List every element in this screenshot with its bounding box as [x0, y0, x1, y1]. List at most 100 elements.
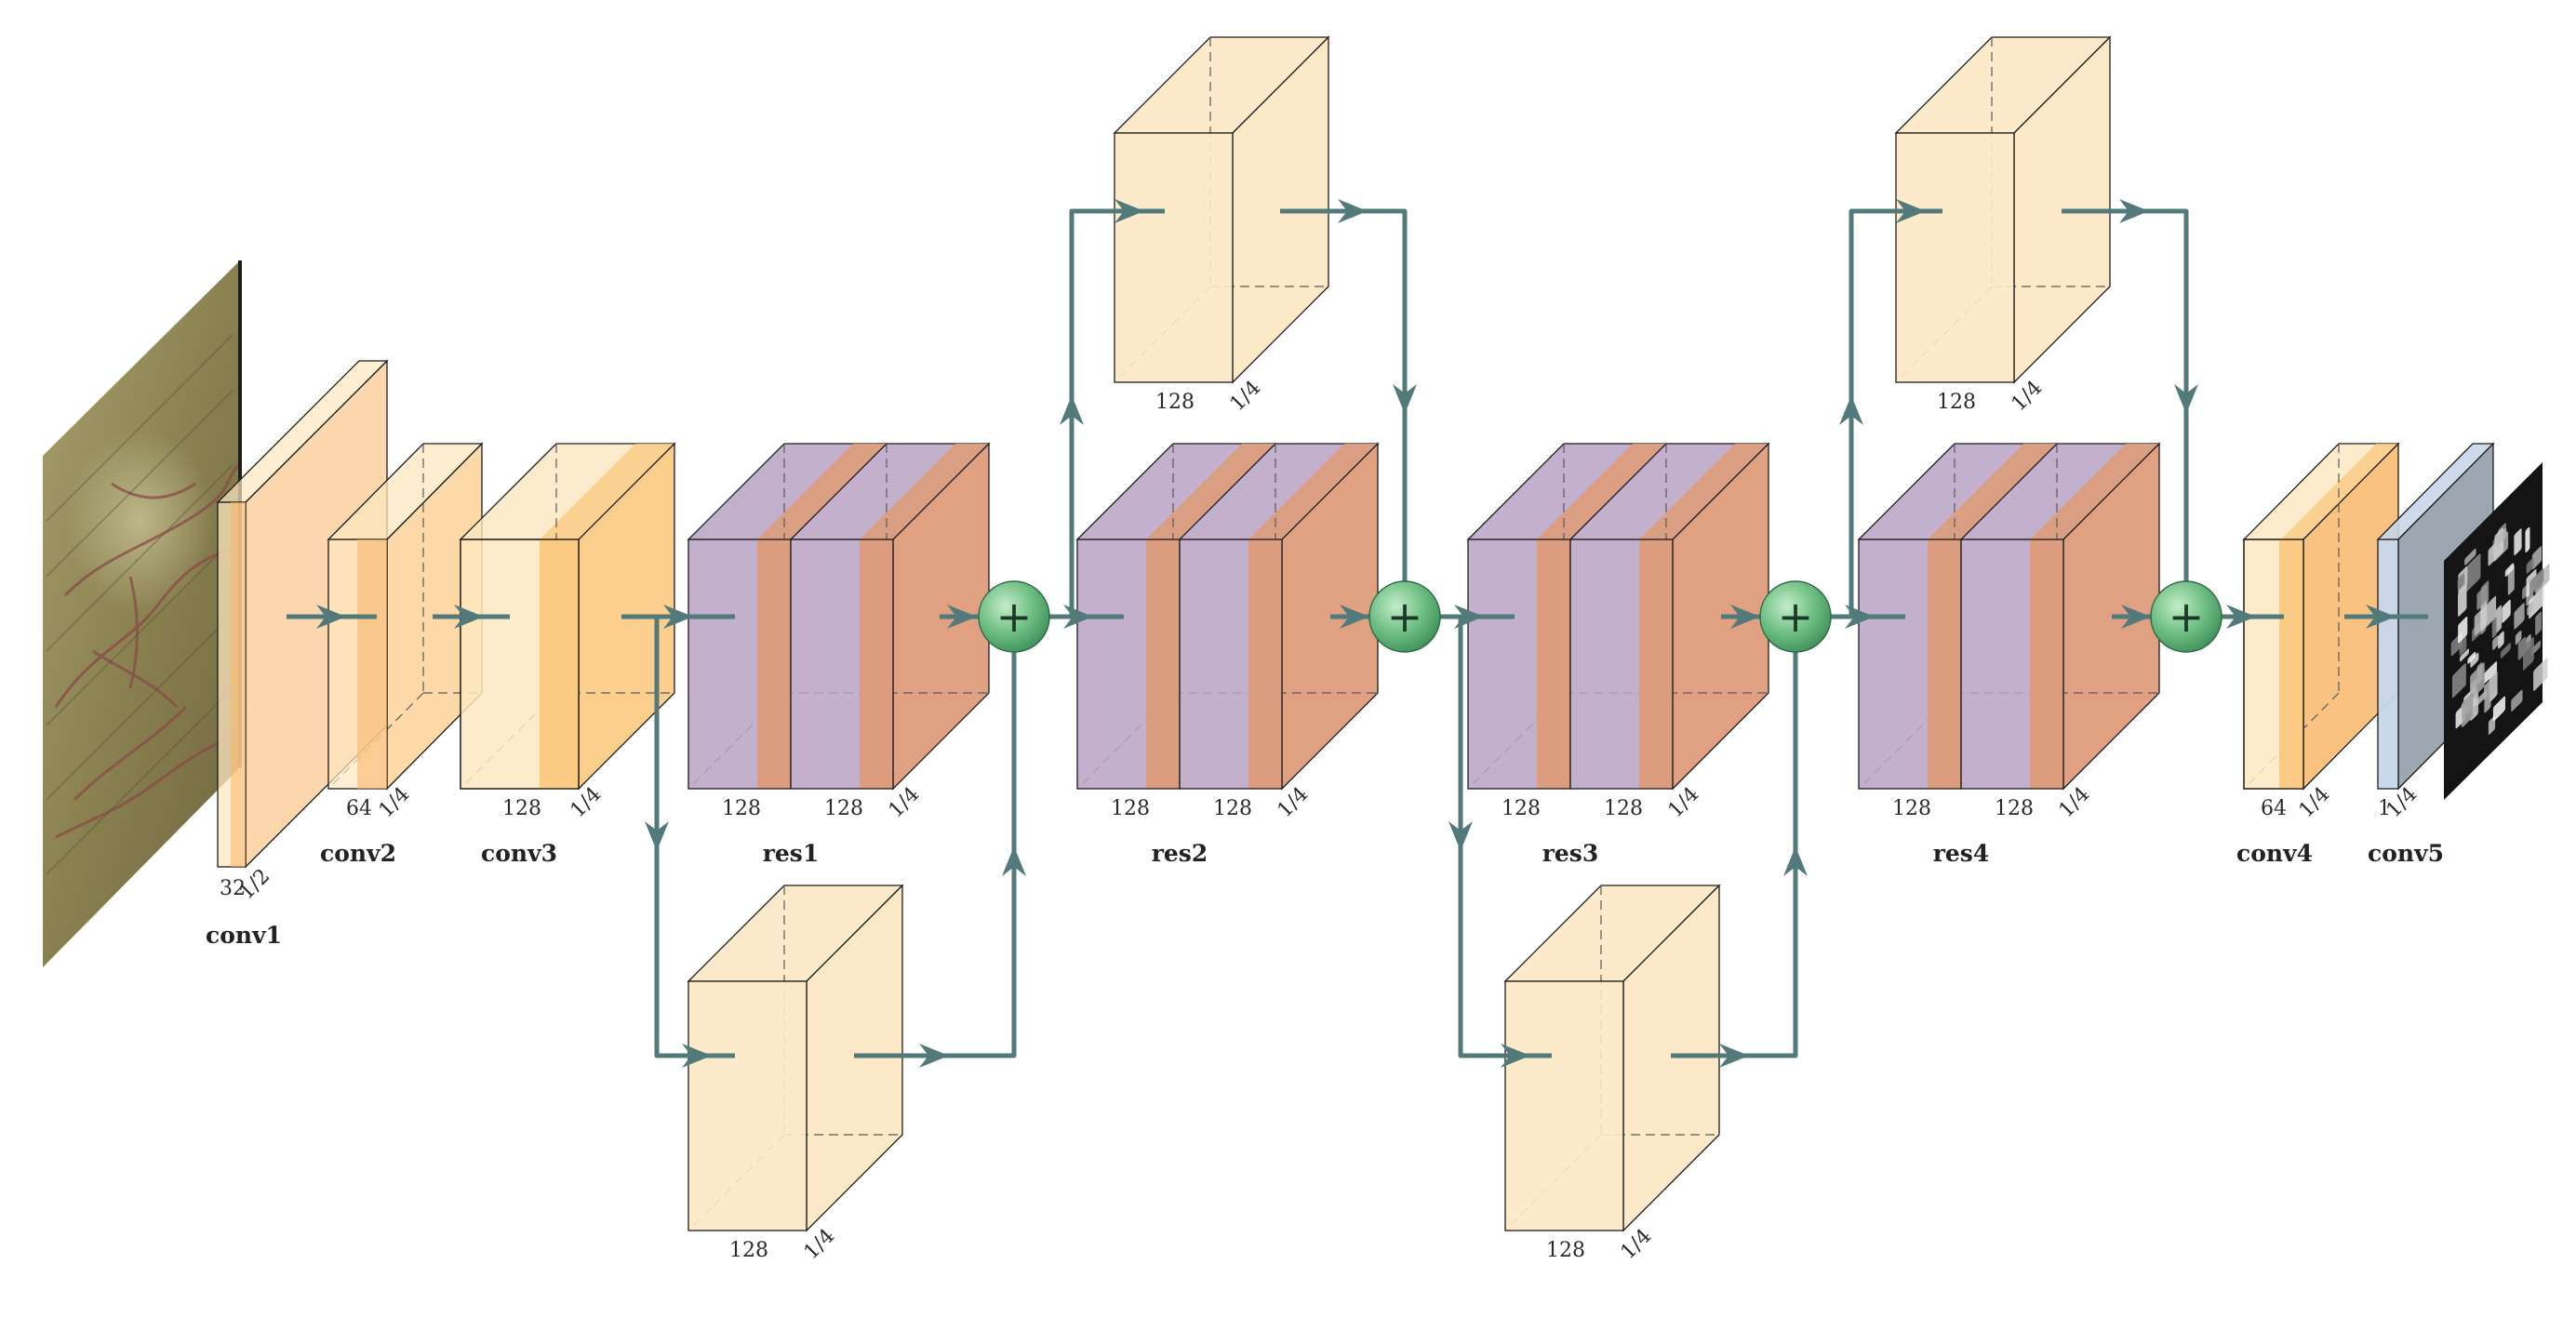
branch-b2-channels: 128 — [1155, 391, 1195, 414]
sum-circle — [1759, 580, 1832, 653]
res2-channels-a: 128 — [1111, 797, 1150, 820]
sum-symbol: + — [1387, 592, 1423, 642]
arrowhead — [454, 605, 484, 629]
branch-front-face — [1504, 980, 1624, 1231]
output-blob — [2458, 616, 2468, 644]
arrowhead — [645, 821, 669, 851]
arrowhead — [1730, 605, 1760, 629]
output-blob — [2488, 535, 2504, 566]
res1-channels-a: 128 — [722, 797, 761, 820]
res3-front-outline — [1569, 539, 1674, 790]
output-blob — [2511, 689, 2523, 712]
output-blob — [2529, 586, 2545, 619]
res1-top-stripe — [757, 444, 887, 539]
arrowhead — [1338, 199, 1368, 223]
arrowhead — [919, 1044, 949, 1068]
output-blob — [2458, 585, 2467, 617]
res3-top-stripe — [1639, 444, 1768, 539]
res2-top-stripe — [1248, 444, 1378, 539]
output-blob — [2531, 546, 2543, 570]
arrowhead — [1839, 395, 1863, 425]
sum-symbol: + — [1778, 592, 1814, 642]
sum-circle — [978, 580, 1050, 653]
arrowhead — [663, 605, 693, 629]
output-blob — [2523, 636, 2534, 671]
output-feature-blobs — [2450, 523, 2550, 735]
output-blob — [2498, 631, 2504, 649]
res4-front-outline — [1960, 539, 2064, 790]
output-blob — [2526, 557, 2534, 574]
output-blob — [2496, 527, 2507, 545]
branch-b3-channels: 128 — [1546, 1239, 1585, 1262]
arrowhead — [1002, 846, 1026, 876]
res4-top-stripe — [2030, 444, 2159, 539]
output-blob — [2529, 568, 2544, 595]
output-blob — [2465, 553, 2481, 592]
connector-line — [2062, 208, 2189, 595]
connector-line — [1280, 208, 1408, 595]
sum-circle — [1368, 580, 1441, 653]
conv5-channels: 1 — [2378, 797, 2391, 820]
res1-front-outline — [790, 539, 894, 790]
output-blob — [2535, 611, 2542, 635]
res3-label: res3 — [1542, 840, 1599, 867]
output-blob — [2460, 648, 2470, 662]
sum-nodes: + + + + — [978, 580, 2222, 653]
output-blob — [2474, 610, 2482, 636]
output-blob — [2484, 673, 2498, 701]
output-blob — [2514, 603, 2525, 630]
arrowhead — [316, 605, 346, 629]
output-blob — [2500, 643, 2511, 659]
conv2-channels: 64 — [346, 797, 372, 820]
arrowhead — [2226, 605, 2256, 629]
arrowhead — [1783, 846, 1808, 876]
arrowhead — [1448, 821, 1473, 851]
res2-label: res2 — [1152, 840, 1208, 867]
branch-b4-channels: 128 — [1937, 391, 1976, 414]
output-blob — [2451, 663, 2466, 699]
arrowhead — [2366, 605, 2396, 629]
arrowhead — [1896, 199, 1926, 223]
res3-channels-b: 128 — [1604, 797, 1643, 820]
arrowheads — [316, 199, 2396, 1068]
arrowhead — [1719, 1044, 1749, 1068]
res1-label: res1 — [763, 840, 820, 867]
res1-front-stripe — [860, 539, 893, 789]
output-blob — [2527, 603, 2533, 616]
output-blob — [2480, 595, 2497, 632]
res1-front-stripe — [757, 539, 791, 789]
sum-circle — [2150, 580, 2222, 653]
res3-top-stripe — [1537, 444, 1666, 539]
res4-front-stripe — [1928, 539, 1961, 789]
res2-front-stripe — [1248, 539, 1282, 789]
output-blob — [2459, 636, 2467, 656]
sum-node-2: + — [1368, 580, 1441, 653]
arrowhead — [1114, 199, 1144, 223]
conv5-label: conv5 — [2368, 840, 2444, 867]
arrowhead — [1501, 1044, 1530, 1068]
sum-symbol: + — [996, 592, 1033, 642]
res2-channels-b: 128 — [1213, 797, 1252, 820]
res4-channels-b: 128 — [1995, 797, 2034, 820]
arrowhead — [947, 605, 977, 629]
output-blob — [2515, 630, 2522, 645]
conv1-label: conv1 — [206, 922, 282, 949]
branch-b2-block: 128 1/4 — [1113, 35, 1330, 416]
sum-node-1: + — [978, 580, 1050, 653]
output-blob — [2504, 563, 2515, 577]
arrowhead — [1454, 605, 1484, 629]
res1-channels-b: 128 — [824, 797, 863, 820]
conv3-channels: 128 — [502, 797, 541, 820]
arrowhead — [1340, 605, 1369, 629]
output-blob — [2484, 696, 2491, 713]
branch-front-face — [1114, 132, 1234, 383]
arrowhead — [2174, 384, 2198, 414]
arrowhead — [2119, 199, 2149, 223]
res1-top-stripe — [860, 444, 989, 539]
sum-symbol: + — [2169, 592, 2205, 642]
branch-b4-block: 128 1/4 — [1894, 35, 2112, 416]
